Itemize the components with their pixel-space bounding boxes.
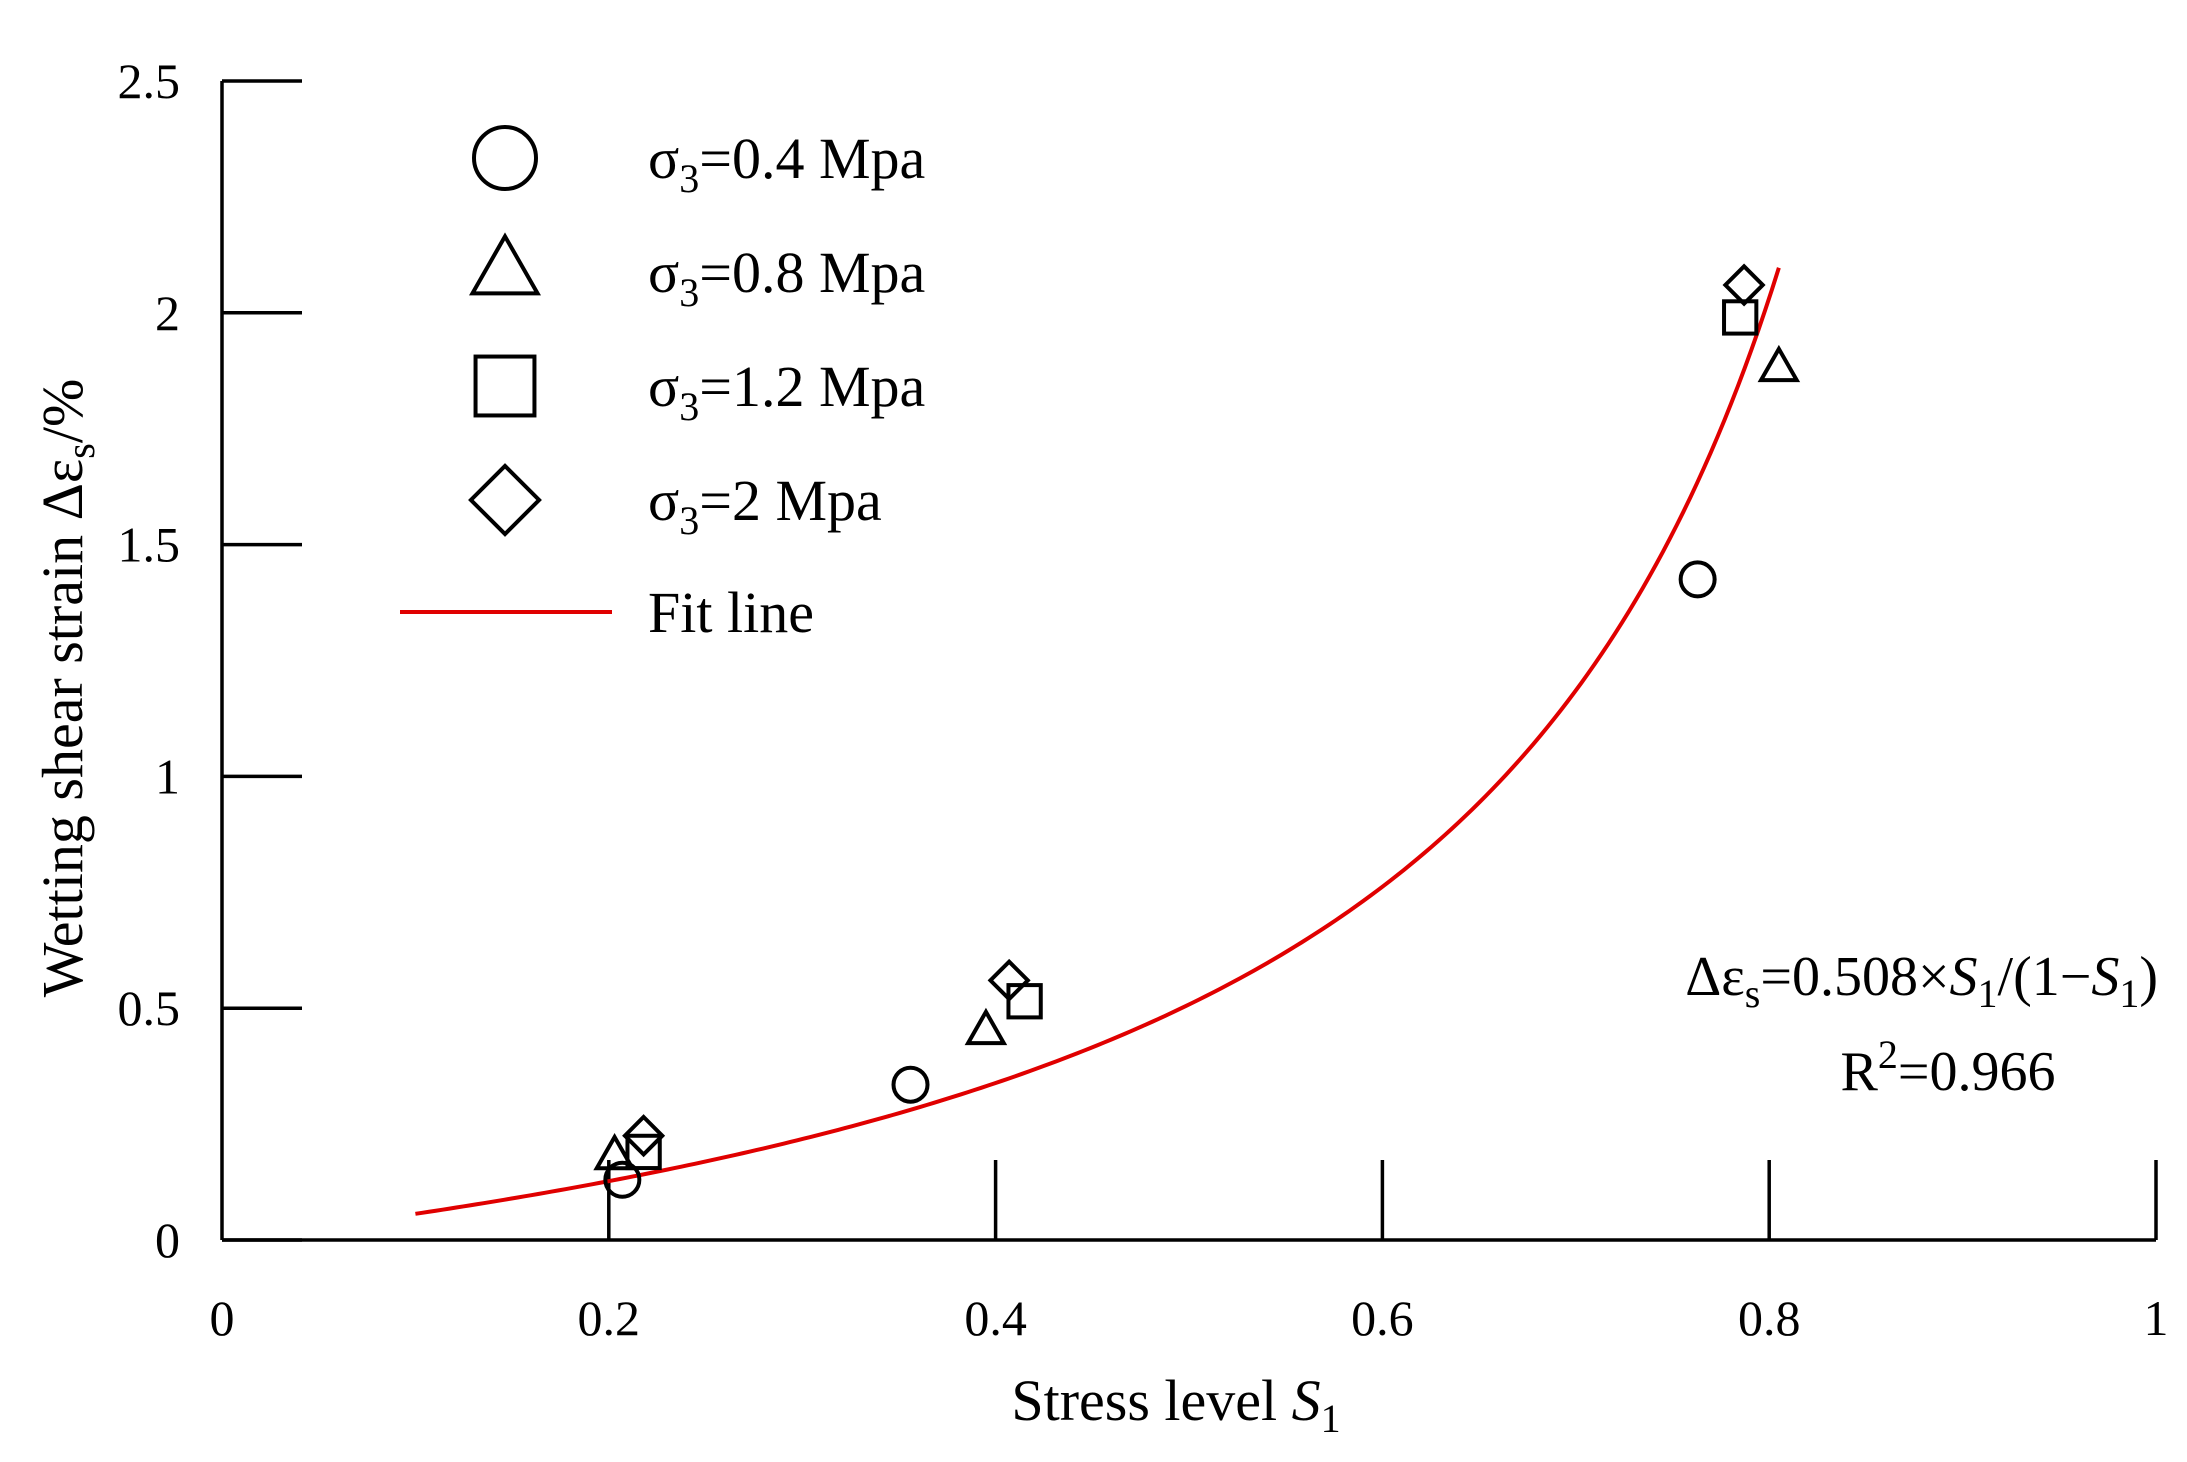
fit-layer (415, 267, 1781, 1216)
data-point-circle (1678, 560, 1717, 599)
legend-label: σ3=1.2 Mpa (648, 354, 925, 429)
legend-fit-label: Fit line (648, 580, 814, 645)
legend-marker-square (473, 354, 537, 418)
data-point-square (1722, 299, 1759, 336)
data-point-circle (603, 1160, 642, 1199)
fit-line (415, 267, 1781, 1216)
y-tick-label: 0 (155, 1212, 180, 1268)
markers (593, 263, 1801, 1199)
y-tick-label: 1.5 (118, 517, 181, 573)
data-point-square (1006, 983, 1043, 1020)
axes: 0 0.5 1 1.5 2 2.5 0 0.2 0.4 0.6 0.8 1 (118, 53, 2169, 1346)
data-point-diamond (987, 958, 1031, 1002)
x-tick-label: 0 (210, 1290, 235, 1346)
y-tick-label: 2 (155, 285, 180, 341)
x-tick-label: 0.6 (1351, 1290, 1414, 1346)
r-squared: R2=0.966 (1841, 1032, 2056, 1103)
y-tick-label: 0.5 (118, 980, 181, 1036)
legend-marker-circle (472, 125, 538, 191)
legend-marker-triangle (469, 232, 541, 296)
x-tick-label: 0.4 (964, 1290, 1027, 1346)
legend-marker-diamond (468, 463, 542, 537)
legend-label: σ3=0.4 Mpa (648, 126, 925, 201)
x-tick-label: 0.2 (578, 1290, 641, 1346)
data-point-triangle (593, 1132, 636, 1171)
y-tick-label: 2.5 (118, 53, 181, 109)
fit-equation: Δεs=0.508×S1/(1−S1) (1685, 946, 2158, 1016)
x-tick-label: 0.8 (1738, 1290, 1801, 1346)
x-axis-title: Stress level S1 (1011, 1368, 1340, 1441)
data-point-circle (891, 1065, 930, 1104)
data-point-square (625, 1133, 662, 1171)
data-point-diamond (622, 1114, 666, 1158)
legend-label: σ3=2 Mpa (648, 468, 882, 543)
data-point-triangle (964, 1007, 1008, 1046)
data-point-diamond (1722, 263, 1766, 307)
x-tick-label: 1 (2144, 1290, 2169, 1346)
legend-label: σ3=0.8 Mpa (648, 240, 925, 315)
legend: σ3=0.4 Mpa σ3=0.8 Mpa σ3=1.2 Mpa σ3=2 Mpa Fi… (400, 125, 925, 645)
data-point-triangle (1757, 344, 1801, 383)
y-tick-label: 1 (155, 748, 180, 804)
y-axis-title: Wetting shear strain Δεs/% (30, 379, 103, 998)
